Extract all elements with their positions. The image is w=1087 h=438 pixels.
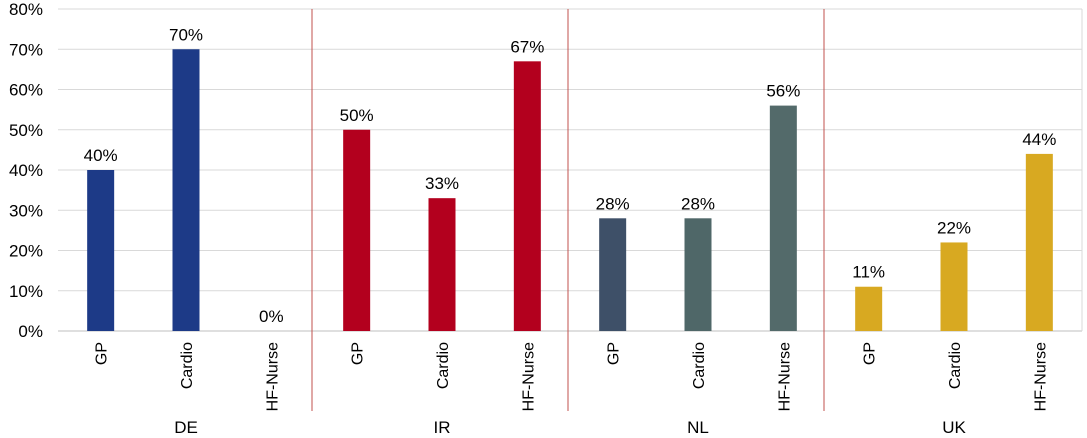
category-label: GP (862, 342, 879, 365)
group-separators (311, 9, 825, 411)
y-tick-label: 40% (9, 161, 43, 180)
y-tick-label: 70% (9, 40, 43, 59)
bar (343, 129, 371, 331)
category-label: Cardio (691, 342, 708, 389)
data-label: 33% (425, 174, 459, 193)
bar (940, 242, 968, 331)
y-tick-label: 50% (9, 121, 43, 140)
category-label: Cardio (435, 342, 452, 389)
bar (172, 49, 200, 331)
data-label: 11% (852, 263, 885, 282)
data-label: 44% (1022, 130, 1056, 149)
y-tick-label: 60% (9, 81, 43, 100)
y-tick-label: 80% (9, 0, 43, 19)
category-labels: GP Cardio HF-Nurse GP Cardio HF-Nurse GP Cardio… (94, 342, 1050, 411)
category-label: GP (94, 342, 111, 365)
y-tick-label: 0% (18, 322, 43, 341)
data-label: 28% (681, 194, 715, 213)
group-label: UK (942, 418, 966, 437)
category-label: GP (606, 342, 623, 365)
group-label: IR (434, 418, 451, 437)
grid-lines (58, 8, 1083, 332)
y-tick-label: 20% (9, 242, 43, 261)
bar (769, 105, 797, 331)
y-tick-label: 30% (9, 201, 43, 220)
data-label: 56% (766, 82, 800, 101)
data-label: 0% (259, 307, 284, 326)
bar (1025, 153, 1053, 331)
bar (684, 218, 712, 331)
bar (513, 61, 541, 331)
bar (428, 198, 456, 331)
group-label: DE (174, 418, 198, 437)
data-labels: 40% 70% 0% 50% 33% 67% 28% 28% 56% 11% 22% 44% (84, 25, 1057, 326)
bar (87, 170, 115, 331)
category-label: HF-Nurse (776, 342, 793, 411)
data-label: 67% (510, 37, 544, 56)
data-label: 70% (169, 25, 203, 44)
y-tick-label: 10% (9, 282, 43, 301)
data-label: 40% (84, 146, 118, 165)
category-label: Cardio (947, 342, 964, 389)
data-label: 50% (340, 106, 374, 125)
data-label: 22% (937, 218, 971, 237)
category-label: GP (350, 342, 367, 365)
category-label: HF-Nurse (1032, 342, 1049, 411)
category-label: HF-Nurse (264, 342, 281, 411)
group-labels: DE IR NL UK (174, 418, 966, 437)
bar (599, 218, 627, 331)
bar (855, 286, 883, 331)
bars (87, 49, 1053, 331)
y-axis-ticks: 0% 10% 20% 30% 40% 50% 60% 70% 80% (9, 0, 43, 341)
category-label: HF-Nurse (520, 342, 537, 411)
group-label: NL (687, 418, 709, 437)
category-label: Cardio (179, 342, 196, 389)
data-label: 28% (596, 194, 630, 213)
